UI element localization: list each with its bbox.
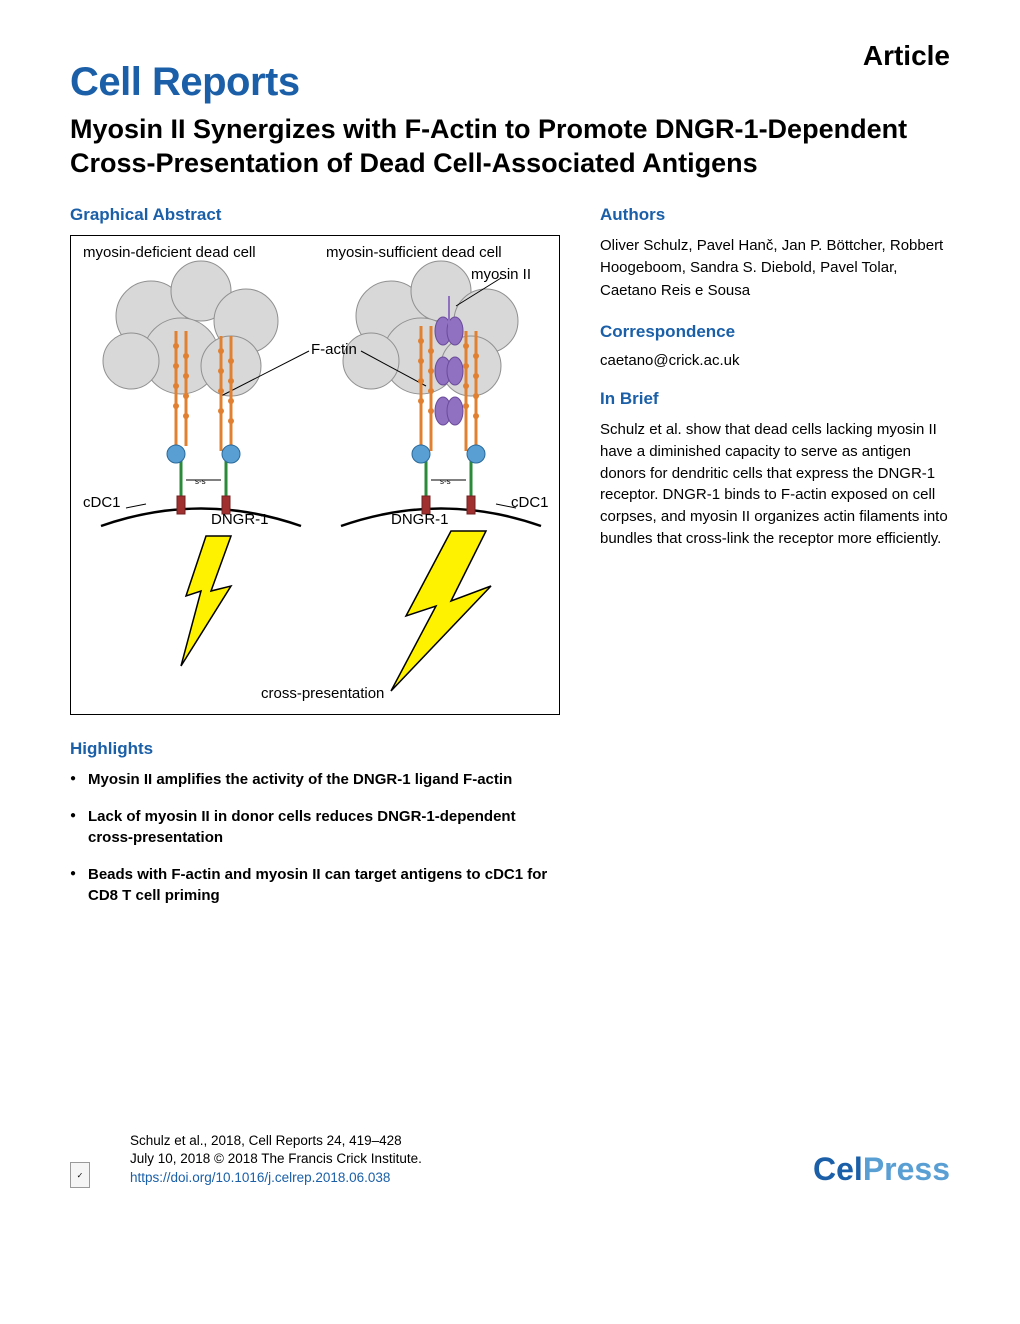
svg-text:s-s: s-s xyxy=(195,477,206,486)
graphical-abstract-heading: Graphical Abstract xyxy=(70,205,560,225)
article-type-label: Article xyxy=(863,40,950,72)
highlights-section: Highlights Myosin II amplifies the activ… xyxy=(70,739,560,906)
diagram-label-myosin-deficient: myosin-deficient dead cell xyxy=(83,244,256,261)
authors-list: Oliver Schulz, Pavel Hanč, Jan P. Böttch… xyxy=(600,235,950,303)
footer: ✓ Schulz et al., 2018, Cell Reports 24, … xyxy=(70,1132,950,1189)
diagram-svg: s-s s-s xyxy=(71,236,559,714)
crossmark-icon[interactable]: ✓ xyxy=(70,1162,90,1188)
highlights-heading: Highlights xyxy=(70,739,560,759)
publisher-logo: CelPress xyxy=(813,1151,950,1188)
highlight-item: Beads with F-actin and myosin II can tar… xyxy=(70,864,560,906)
diagram-label-myosin-sufficient: myosin-sufficient dead cell xyxy=(326,244,502,261)
publisher-part2: Press xyxy=(863,1151,950,1187)
authors-heading: Authors xyxy=(600,205,950,225)
left-column: Graphical Abstract myosin-deficient dead… xyxy=(70,205,560,922)
diagram-label-crosspres: cross-presentation xyxy=(261,685,384,702)
footer-left: ✓ Schulz et al., 2018, Cell Reports 24, … xyxy=(70,1132,422,1189)
doi-link[interactable]: https://doi.org/10.1016/j.celrep.2018.06… xyxy=(130,1169,422,1188)
article-title: Myosin II Synergizes with F-Actin to Pro… xyxy=(70,113,950,181)
main-columns: Graphical Abstract myosin-deficient dead… xyxy=(70,205,950,922)
diagram-label-dngr-right: DNGR-1 xyxy=(391,511,449,528)
diagram-label-dngr-left: DNGR-1 xyxy=(211,511,269,528)
publisher-part1: Cel xyxy=(813,1151,863,1187)
highlight-item: Lack of myosin II in donor cells reduces… xyxy=(70,806,560,848)
citation-block: Schulz et al., 2018, Cell Reports 24, 41… xyxy=(130,1132,422,1189)
correspondence-email[interactable]: caetano@crick.ac.uk xyxy=(600,352,950,369)
svg-text:s-s: s-s xyxy=(440,477,451,486)
in-brief-text: Schulz et al. show that dead cells lacki… xyxy=(600,419,950,550)
highlight-item: Myosin II amplifies the activity of the … xyxy=(70,769,560,790)
graphical-abstract-figure: myosin-deficient dead cell myosin-suffic… xyxy=(70,235,560,715)
highlights-list: Myosin II amplifies the activity of the … xyxy=(70,769,560,906)
correspondence-heading: Correspondence xyxy=(600,322,950,342)
citation-line1: Schulz et al., 2018, Cell Reports 24, 41… xyxy=(130,1132,422,1151)
diagram-label-cdc1-left: cDC1 xyxy=(83,494,121,511)
citation-line2: July 10, 2018 © 2018 The Francis Crick I… xyxy=(130,1150,422,1169)
diagram-label-myosin: myosin II xyxy=(471,266,531,283)
right-column: Authors Oliver Schulz, Pavel Hanč, Jan P… xyxy=(600,205,950,922)
journal-name: Cell Reports xyxy=(70,60,300,105)
in-brief-heading: In Brief xyxy=(600,389,950,409)
diagram-label-cdc1-right: cDC1 xyxy=(511,494,549,511)
diagram-label-factin: F-actin xyxy=(311,341,357,358)
header-row: Cell Reports Article xyxy=(70,60,950,105)
